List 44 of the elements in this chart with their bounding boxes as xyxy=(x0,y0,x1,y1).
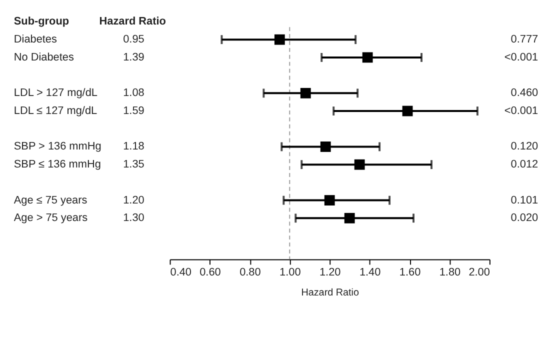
data-label: 1.18 xyxy=(123,140,144,153)
y-tick-label: LDL > 127 mg/dL xyxy=(14,87,98,100)
point xyxy=(362,52,373,63)
text: 0.777 xyxy=(510,34,538,46)
x-tick-label: 0.80 xyxy=(240,266,261,279)
point xyxy=(354,159,365,170)
point xyxy=(274,34,285,45)
x-tick-label: 1.00 xyxy=(280,266,301,279)
y-tick-label: SBP ≤ 136 mmHg xyxy=(14,158,101,171)
x-tick-label: 2.00 xyxy=(468,266,490,279)
x-tick-label: 0.40 xyxy=(170,266,192,279)
x-tick-label: 1.20 xyxy=(319,266,341,279)
y-tick-label: No Diabetes xyxy=(14,51,74,64)
point xyxy=(300,88,311,98)
x-axis-title: Hazard Ratio xyxy=(301,287,360,298)
data-label: 1.35 xyxy=(123,158,144,171)
text: 0.460 xyxy=(510,87,538,100)
point xyxy=(320,142,331,152)
x-tick-label: 1.60 xyxy=(399,266,421,279)
point xyxy=(344,212,355,224)
y-tick-label: Diabetes xyxy=(14,34,58,46)
text: 0.120 xyxy=(510,140,538,153)
x-tick-label: 1.80 xyxy=(439,266,461,279)
y-tick-label: LDL ≤ 127 mg/dL xyxy=(14,104,98,117)
text: 0.101 xyxy=(510,194,538,206)
data-label: 1.30 xyxy=(123,212,144,224)
data-label: 0.95 xyxy=(123,34,144,46)
y-tick-label: SBP > 136 mmHg xyxy=(14,140,102,153)
y-tick-label: Age ≤ 75 years xyxy=(14,194,88,206)
text: Hazard Ratio xyxy=(99,16,166,28)
y-tick-label: Age > 75 years xyxy=(14,212,88,224)
text: <0.001 xyxy=(504,51,538,64)
data-label: 1.20 xyxy=(123,194,144,206)
data-label: 1.59 xyxy=(123,104,144,117)
x-tick-label: 0.60 xyxy=(200,266,221,279)
text: 0.020 xyxy=(510,212,538,224)
y-axis-title: Sub-group xyxy=(14,16,70,28)
text: 0.012 xyxy=(510,158,538,171)
point xyxy=(402,106,413,116)
x-tick-label: 1.40 xyxy=(359,266,381,279)
text: <0.001 xyxy=(504,104,538,117)
point xyxy=(324,195,335,206)
data-label: 1.08 xyxy=(123,87,144,100)
data-label: 1.39 xyxy=(123,51,144,64)
